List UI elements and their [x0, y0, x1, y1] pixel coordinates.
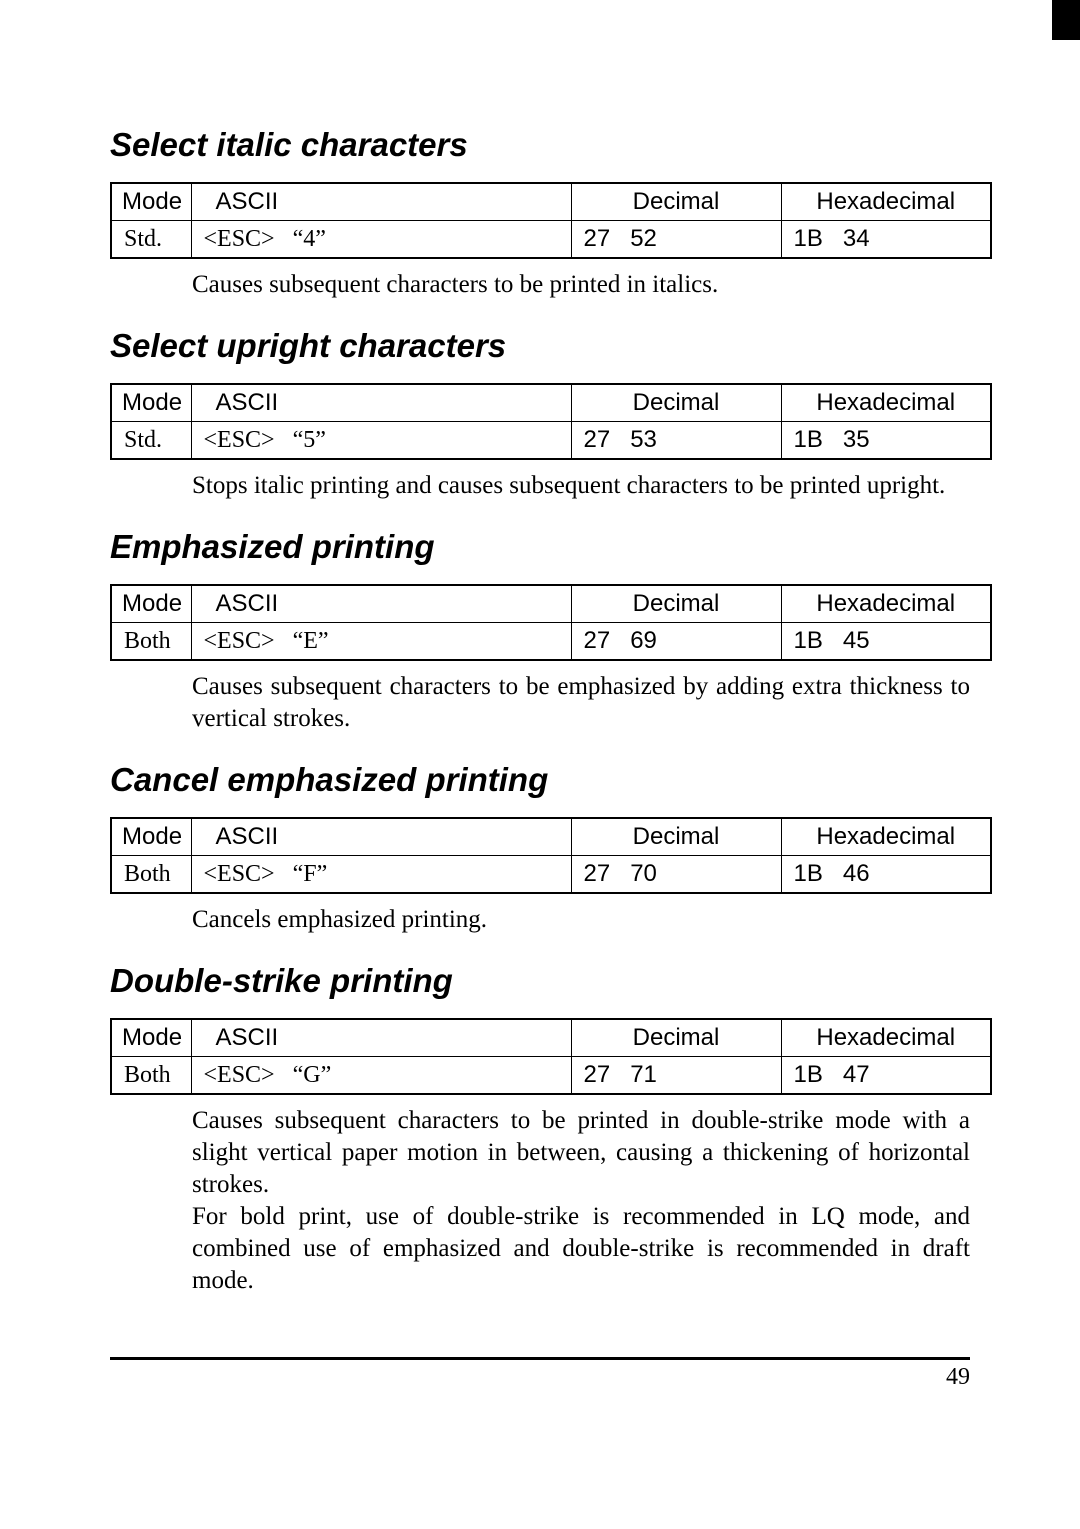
col-decimal: Decimal	[571, 384, 781, 422]
col-ascii: ASCII	[191, 818, 571, 856]
cell-decimal: 27 69	[571, 623, 781, 661]
table-row: Both <ESC> “G” 27 71 1B 47	[111, 1057, 991, 1095]
col-mode: Mode	[111, 384, 191, 422]
cell-mode: Both	[111, 856, 191, 894]
table-header-row: Mode ASCII Decimal Hexadecimal	[111, 183, 991, 221]
cell-ascii: <ESC> “4”	[191, 221, 571, 259]
col-hex: Hexadecimal	[781, 585, 991, 623]
command-table: Mode ASCII Decimal Hexadecimal Both <ESC…	[110, 1018, 992, 1095]
command-table: Mode ASCII Decimal Hexadecimal Std. <ESC…	[110, 182, 992, 259]
cell-ascii: <ESC> “F”	[191, 856, 571, 894]
footer-rule	[110, 1357, 970, 1360]
col-hex: Hexadecimal	[781, 818, 991, 856]
table-row: Std. <ESC> “5” 27 53 1B 35	[111, 422, 991, 460]
cell-hex: 1B 47	[781, 1057, 991, 1095]
section-description: Causes subsequent characters to be print…	[192, 1105, 970, 1297]
cell-decimal: 27 70	[571, 856, 781, 894]
col-ascii: ASCII	[191, 384, 571, 422]
cell-hex: 1B 45	[781, 623, 991, 661]
section-title: Double-strike printing	[110, 962, 970, 1000]
col-decimal: Decimal	[571, 818, 781, 856]
table-row: Both <ESC> “F” 27 70 1B 46	[111, 856, 991, 894]
cell-ascii: <ESC> “G”	[191, 1057, 571, 1095]
cell-mode: Std.	[111, 422, 191, 460]
cell-decimal: 27 52	[571, 221, 781, 259]
section-title: Cancel emphasized printing	[110, 761, 970, 799]
col-mode: Mode	[111, 585, 191, 623]
section-title: Select upright characters	[110, 327, 970, 365]
command-table: Mode ASCII Decimal Hexadecimal Std. <ESC…	[110, 383, 992, 460]
col-hex: Hexadecimal	[781, 384, 991, 422]
col-mode: Mode	[111, 183, 191, 221]
table-row: Both <ESC> “E” 27 69 1B 45	[111, 623, 991, 661]
col-ascii: ASCII	[191, 1019, 571, 1057]
section-title: Select italic characters	[110, 126, 970, 164]
col-hex: Hexadecimal	[781, 183, 991, 221]
col-decimal: Decimal	[571, 585, 781, 623]
col-hex: Hexadecimal	[781, 1019, 991, 1057]
table-header-row: Mode ASCII Decimal Hexadecimal	[111, 585, 991, 623]
cell-mode: Std.	[111, 221, 191, 259]
table-header-row: Mode ASCII Decimal Hexadecimal	[111, 818, 991, 856]
col-ascii: ASCII	[191, 585, 571, 623]
col-decimal: Decimal	[571, 1019, 781, 1057]
section-description: Causes subsequent characters to be empha…	[192, 671, 970, 735]
table-header-row: Mode ASCII Decimal Hexadecimal	[111, 1019, 991, 1057]
table-row: Std. <ESC> “4” 27 52 1B 34	[111, 221, 991, 259]
scan-corner-mark	[1052, 0, 1080, 40]
cell-decimal: 27 53	[571, 422, 781, 460]
table-header-row: Mode ASCII Decimal Hexadecimal	[111, 384, 991, 422]
cell-ascii: <ESC> “E”	[191, 623, 571, 661]
section-description: Cancels emphasized printing.	[192, 904, 970, 936]
page-number: 49	[110, 1364, 970, 1391]
col-decimal: Decimal	[571, 183, 781, 221]
section-title: Emphasized printing	[110, 528, 970, 566]
cell-hex: 1B 46	[781, 856, 991, 894]
section-description: Stops italic printing and causes subsequ…	[192, 470, 970, 502]
cell-ascii: <ESC> “5”	[191, 422, 571, 460]
cell-mode: Both	[111, 623, 191, 661]
col-mode: Mode	[111, 818, 191, 856]
command-table: Mode ASCII Decimal Hexadecimal Both <ESC…	[110, 817, 992, 894]
command-table: Mode ASCII Decimal Hexadecimal Both <ESC…	[110, 584, 992, 661]
cell-mode: Both	[111, 1057, 191, 1095]
cell-hex: 1B 34	[781, 221, 991, 259]
cell-hex: 1B 35	[781, 422, 991, 460]
cell-decimal: 27 71	[571, 1057, 781, 1095]
col-mode: Mode	[111, 1019, 191, 1057]
col-ascii: ASCII	[191, 183, 571, 221]
section-description: Causes subsequent characters to be print…	[192, 269, 970, 301]
